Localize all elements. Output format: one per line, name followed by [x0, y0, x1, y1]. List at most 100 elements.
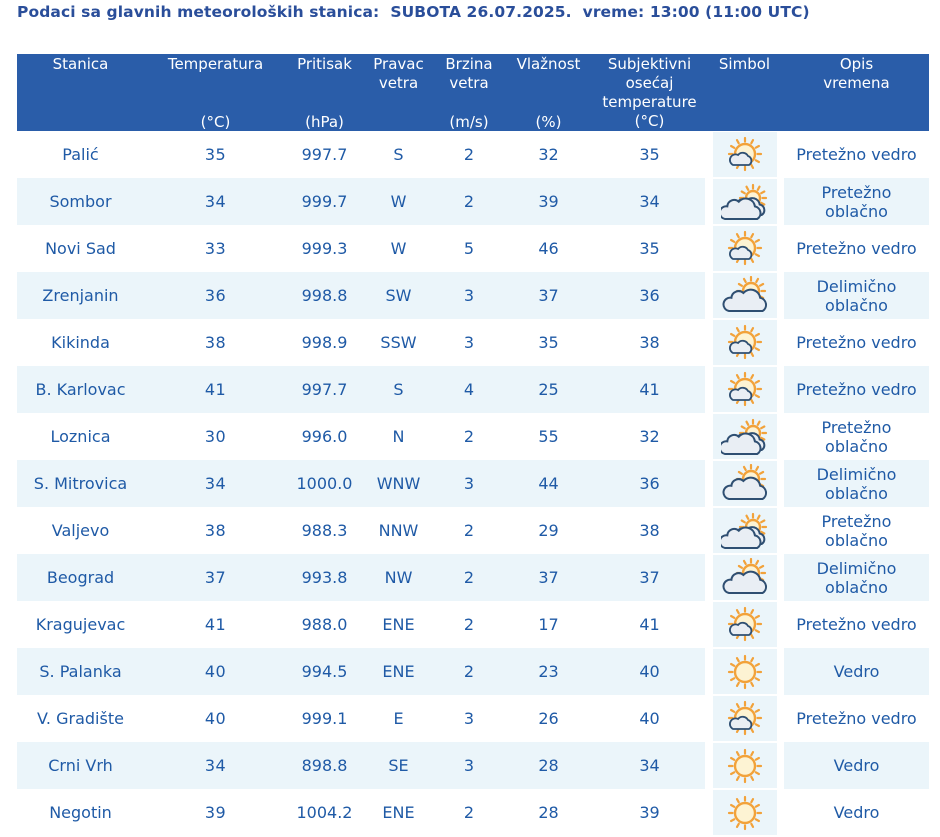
- weather-description: Vedro: [784, 742, 929, 789]
- wind-speed-value: 2: [435, 178, 503, 225]
- weather-symbol-cell: [705, 131, 784, 178]
- wind-speed-value: 2: [435, 601, 503, 648]
- weather-description: Pretežno vedro: [784, 601, 929, 648]
- wind-speed-value: 3: [435, 742, 503, 789]
- wind-direction-value: SW: [362, 272, 435, 319]
- wind-speed-value: 5: [435, 225, 503, 272]
- weather-symbol-cell: [705, 272, 784, 319]
- col-header-symbol: Simbol: [705, 54, 784, 131]
- weather-symbol-cell: [705, 366, 784, 413]
- temperature-value: 40: [144, 695, 287, 742]
- col-header-temperature: Temperatura (°C): [144, 54, 287, 131]
- partly-cloudy-icon: [721, 463, 769, 504]
- col-header-description: Opis vremena: [784, 54, 929, 131]
- temperature-value: 38: [144, 319, 287, 366]
- temperature-value: 38: [144, 507, 287, 554]
- weather-symbol-cell: [705, 742, 784, 789]
- weather-description: Delimično oblačno: [784, 272, 929, 319]
- col-header-station: Stanica: [17, 54, 144, 131]
- wind-direction-value: SE: [362, 742, 435, 789]
- weather-description: Pretežno vedro: [784, 319, 929, 366]
- col-header-wind-direction: Pravac vetra: [362, 54, 435, 131]
- station-name: Valjevo: [17, 507, 144, 554]
- mostly-clear-icon: [721, 605, 769, 645]
- wind-direction-value: S: [362, 131, 435, 178]
- weather-description: Delimično oblačno: [784, 460, 929, 507]
- mostly-clear-icon: [721, 229, 769, 269]
- mostly-cloudy-icon: [720, 417, 769, 457]
- page-title: Podaci sa glavnih meteoroloških stanica:…: [17, 1, 810, 23]
- weather-description: Pretežno oblačno: [784, 178, 929, 225]
- weather-symbol-cell: [705, 789, 784, 836]
- col-header-feels-like: Subjektivni osećaj temperature (°C): [594, 54, 705, 131]
- pressure-value: 999.7: [287, 178, 362, 225]
- weather-description: Vedro: [784, 789, 929, 836]
- temperature-value: 36: [144, 272, 287, 319]
- wind-speed-value: 2: [435, 413, 503, 460]
- weather-description: Pretežno vedro: [784, 366, 929, 413]
- weather-description: Pretežno vedro: [784, 225, 929, 272]
- humidity-value: 17: [503, 601, 594, 648]
- table-row: S. Palanka 40 994.5 ENE 2 23 40 Vedro: [17, 648, 929, 695]
- header-row: Stanica Temperatura (°C) Pritisak (hPa) Pr…: [17, 54, 929, 131]
- feels-like-value: 34: [594, 742, 705, 789]
- weather-description: Vedro: [784, 648, 929, 695]
- wind-speed-value: 4: [435, 366, 503, 413]
- wind-direction-value: S: [362, 366, 435, 413]
- pressure-value: 998.9: [287, 319, 362, 366]
- feels-like-value: 41: [594, 366, 705, 413]
- weather-description: Pretežno oblačno: [784, 413, 929, 460]
- table-row: Palić 35 997.7 S 2 32 35 Pretežno vedro: [17, 131, 929, 178]
- station-name: Kragujevac: [17, 601, 144, 648]
- mostly-cloudy-icon: [720, 182, 769, 222]
- weather-description: Delimično oblačno: [784, 554, 929, 601]
- pressure-value: 993.8: [287, 554, 362, 601]
- weather-description: Pretežno vedro: [784, 695, 929, 742]
- wind-speed-value: 2: [435, 789, 503, 836]
- table-row: Valjevo 38 988.3 NNW 2 29 38 Pretežno ob…: [17, 507, 929, 554]
- wind-speed-value: 3: [435, 695, 503, 742]
- wind-speed-value: 3: [435, 319, 503, 366]
- weather-symbol-cell: [705, 507, 784, 554]
- station-name: Negotin: [17, 789, 144, 836]
- title-day-date: SUBOTA 26.07.2025.: [390, 3, 572, 21]
- humidity-value: 25: [503, 366, 594, 413]
- table-row: Crni Vrh 34 898.8 SE 3 28 34 Vedro: [17, 742, 929, 789]
- wind-speed-value: 2: [435, 648, 503, 695]
- station-name: Zrenjanin: [17, 272, 144, 319]
- humidity-value: 32: [503, 131, 594, 178]
- wind-direction-value: SSW: [362, 319, 435, 366]
- temperature-value: 41: [144, 366, 287, 413]
- mostly-cloudy-icon: [720, 511, 769, 551]
- clear-sun-icon: [721, 746, 769, 786]
- pressure-value: 997.7: [287, 131, 362, 178]
- table-row: B. Karlovac 41 997.7 S 4 25 41 Pretežno …: [17, 366, 929, 413]
- humidity-value: 35: [503, 319, 594, 366]
- station-name: Palić: [17, 131, 144, 178]
- wind-direction-value: ENE: [362, 648, 435, 695]
- feels-like-value: 34: [594, 178, 705, 225]
- station-name: V. Gradište: [17, 695, 144, 742]
- feels-like-value: 35: [594, 225, 705, 272]
- weather-description: Pretežno vedro: [784, 131, 929, 178]
- wind-direction-value: WNW: [362, 460, 435, 507]
- feels-like-value: 35: [594, 131, 705, 178]
- table-body: Palić 35 997.7 S 2 32 35 Pretežno vedro …: [17, 131, 929, 836]
- humidity-value: 46: [503, 225, 594, 272]
- pressure-value: 994.5: [287, 648, 362, 695]
- temperature-value: 39: [144, 789, 287, 836]
- wind-direction-value: NNW: [362, 507, 435, 554]
- pressure-value: 1004.2: [287, 789, 362, 836]
- pressure-value: 998.8: [287, 272, 362, 319]
- station-name: Loznica: [17, 413, 144, 460]
- humidity-value: 28: [503, 742, 594, 789]
- table-row: Sombor 34 999.7 W 2 39 34 Pretežno oblač…: [17, 178, 929, 225]
- temperature-value: 33: [144, 225, 287, 272]
- col-header-pressure: Pritisak (hPa): [287, 54, 362, 131]
- temperature-value: 34: [144, 178, 287, 225]
- station-name: Crni Vrh: [17, 742, 144, 789]
- wind-direction-value: W: [362, 225, 435, 272]
- pressure-value: 898.8: [287, 742, 362, 789]
- temperature-value: 35: [144, 131, 287, 178]
- mostly-clear-icon: [721, 370, 769, 410]
